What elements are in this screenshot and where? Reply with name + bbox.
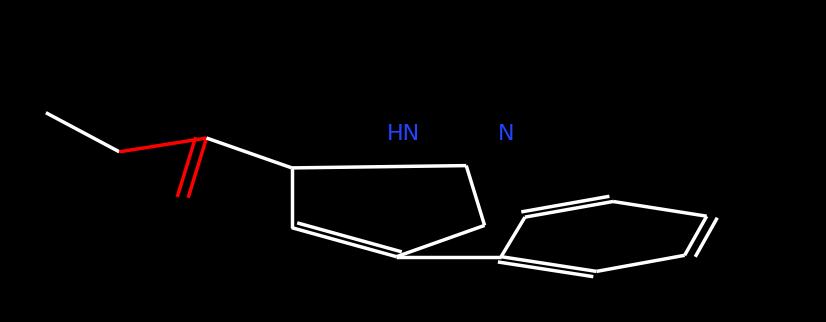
Text: HN: HN: [387, 124, 420, 144]
Text: N: N: [498, 124, 515, 144]
